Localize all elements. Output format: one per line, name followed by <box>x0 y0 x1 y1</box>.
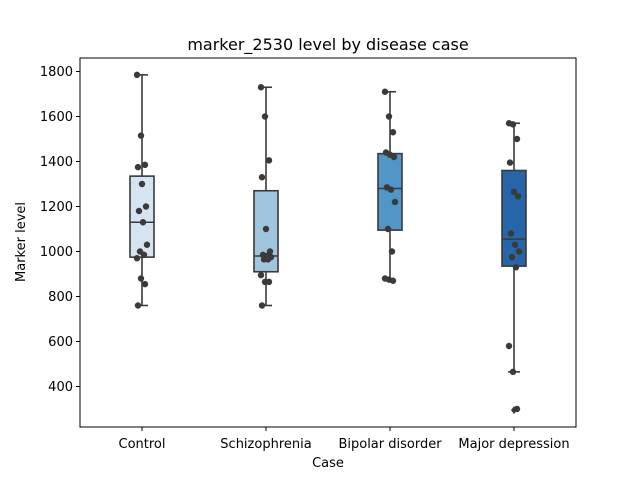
x-tick-label: Bipolar disorder <box>338 437 442 452</box>
data-point <box>137 132 145 139</box>
data-point <box>258 174 266 181</box>
x-tick-label: Control <box>119 437 166 452</box>
data-point <box>140 251 148 259</box>
box-group <box>377 88 403 284</box>
data-point <box>258 302 266 309</box>
data-point <box>134 302 142 309</box>
data-point <box>133 255 141 262</box>
data-point <box>509 368 517 376</box>
data-point <box>509 121 517 128</box>
data-point <box>511 241 519 248</box>
data-point <box>265 157 273 164</box>
y-tick-label: 1800 <box>40 65 73 80</box>
y-tick-label: 400 <box>48 380 73 395</box>
y-tick-label: 1200 <box>40 200 73 215</box>
box <box>501 169 527 267</box>
box <box>129 175 155 258</box>
x-axis-label: Case <box>312 456 344 471</box>
data-point <box>266 248 274 255</box>
data-point <box>389 277 397 284</box>
data-point <box>387 186 395 193</box>
plot-frame <box>79 57 577 428</box>
chart-title: marker_2530 level by disease case <box>187 35 468 55</box>
box-group <box>129 71 155 309</box>
data-point <box>133 71 141 79</box>
data-point <box>138 180 146 188</box>
data-point <box>510 188 518 196</box>
data-point <box>388 248 396 255</box>
data-point <box>262 225 270 233</box>
data-point <box>507 230 515 237</box>
x-axis: Control Schizophrenia Bipolar disorder Majo… <box>119 427 570 452</box>
data-point <box>139 219 147 226</box>
data-point <box>141 280 149 288</box>
data-point <box>261 113 269 120</box>
data-point <box>390 153 398 161</box>
data-point <box>512 264 520 271</box>
data-point <box>506 159 514 166</box>
data-point <box>135 207 143 215</box>
data-point <box>257 271 265 279</box>
data-point <box>264 256 272 263</box>
y-tick-label: 1400 <box>40 155 73 170</box>
y-tick-label: 1600 <box>40 110 73 125</box>
data-point <box>257 84 265 91</box>
y-axis: 400 600 800 1000 1200 1400 1600 1800 <box>40 65 80 395</box>
data-point <box>142 203 150 210</box>
data-point <box>384 225 392 233</box>
box-group <box>253 84 279 309</box>
data-point <box>381 88 389 95</box>
plot-area <box>129 71 527 415</box>
data-point <box>513 405 521 413</box>
data-point <box>134 163 142 171</box>
box-group <box>501 120 527 415</box>
y-tick-label: 600 <box>48 335 73 350</box>
x-tick-label: Major depression <box>458 437 569 452</box>
y-tick-label: 1000 <box>40 245 73 260</box>
x-tick-label: Schizophrenia <box>220 437 311 452</box>
data-point <box>137 275 145 282</box>
data-point <box>508 253 516 261</box>
data-point <box>265 278 273 286</box>
data-point <box>505 342 513 350</box>
y-tick-label: 800 <box>48 290 73 305</box>
data-point <box>515 248 523 255</box>
data-point <box>385 113 393 120</box>
data-point <box>513 135 521 143</box>
y-axis-label: Marker level <box>14 202 29 282</box>
data-point <box>143 241 151 248</box>
data-point <box>141 161 149 169</box>
data-point <box>514 193 522 200</box>
data-point <box>391 198 399 206</box>
data-point <box>389 129 397 136</box>
